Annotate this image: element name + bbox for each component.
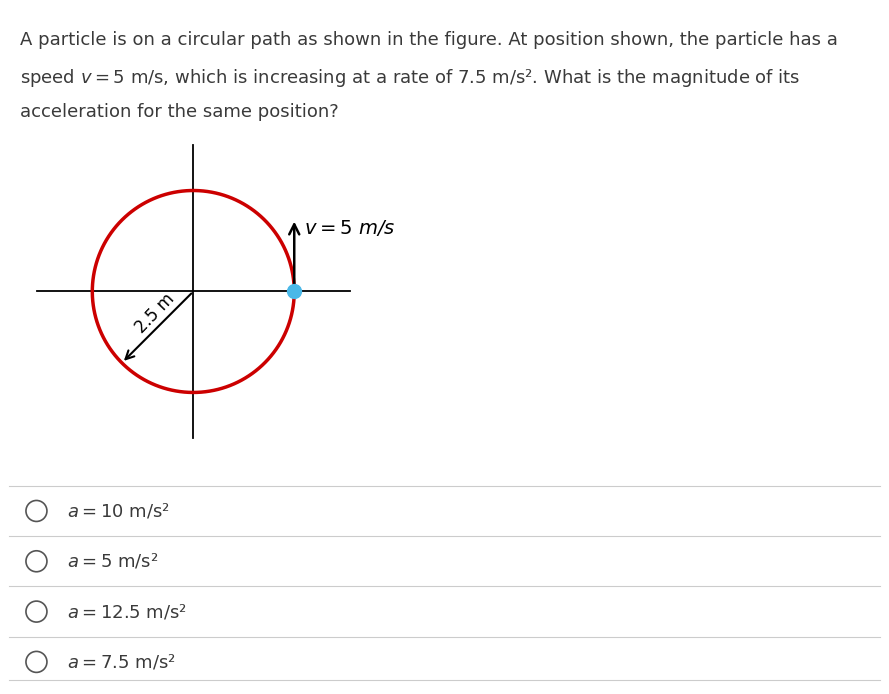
Text: 2.5 m: 2.5 m [132, 290, 178, 337]
Text: acceleration for the same position?: acceleration for the same position? [20, 103, 339, 121]
Text: A particle is on a circular path as shown in the figure. At position shown, the : A particle is on a circular path as show… [20, 31, 837, 49]
Text: speed $v = 5$ m/s, which is increasing at a rate of $7.5$ m/s². What is the magn: speed $v = 5$ m/s, which is increasing a… [20, 67, 800, 90]
Text: $v = 5$ m/s: $v = 5$ m/s [304, 217, 396, 237]
Text: $a = 12.5$ m/s²: $a = 12.5$ m/s² [67, 602, 187, 621]
Text: $a = 10$ m/s²: $a = 10$ m/s² [67, 502, 170, 520]
Text: $a = 5$ m/s²: $a = 5$ m/s² [67, 552, 158, 570]
Text: $a = 7.5$ m/s²: $a = 7.5$ m/s² [67, 652, 175, 671]
